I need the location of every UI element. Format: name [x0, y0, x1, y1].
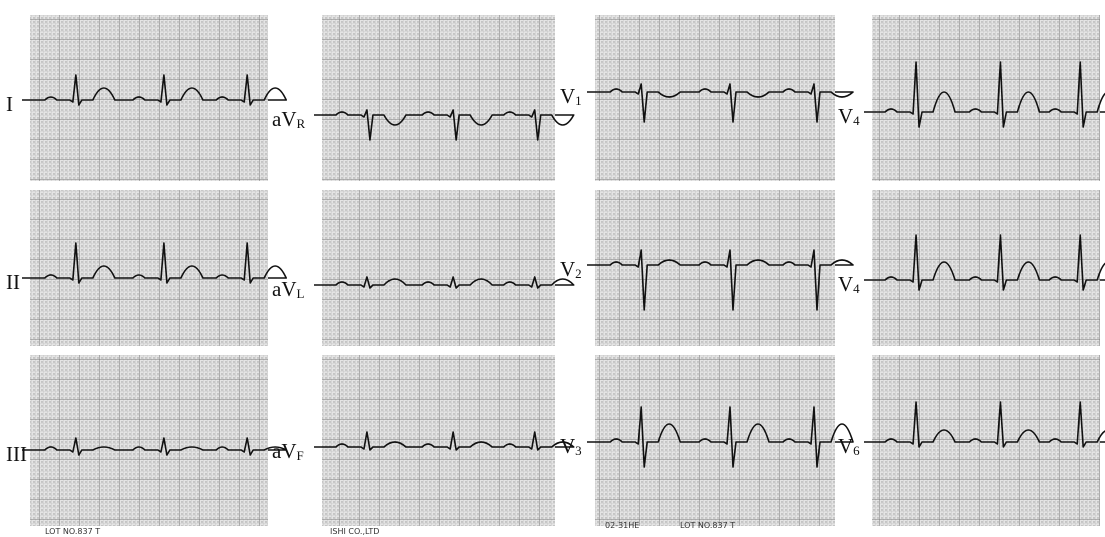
lead-name: aV — [272, 277, 297, 301]
grid-paper — [322, 190, 555, 346]
lead-name: I — [6, 92, 13, 116]
ecg-sheet: IIIIIIaVRaVLaVFV1V2V3V4V4V6LOT NO.837 TI… — [0, 0, 1105, 537]
lead-name: II — [6, 270, 20, 294]
footer-text: LOT NO.837 T — [680, 521, 735, 530]
grid-paper — [872, 15, 1100, 181]
lead-label: I — [6, 92, 13, 116]
lead-name: V — [560, 257, 575, 281]
lead-subscript: 1 — [575, 93, 582, 108]
lead-label: III — [6, 442, 27, 466]
lead-name: V — [560, 434, 575, 458]
lead-label: II — [6, 270, 20, 294]
lead-name: V — [838, 434, 853, 458]
grid-paper — [30, 355, 268, 526]
grid-paper — [595, 190, 835, 346]
lead-name: V — [838, 272, 853, 296]
lead-name: V — [560, 84, 575, 108]
lead-subscript: 2 — [575, 266, 582, 281]
footer-text: LOT NO.837 T — [45, 527, 100, 536]
grid-paper — [322, 355, 555, 526]
lead-subscript: 6 — [853, 443, 860, 458]
grid-paper — [595, 355, 835, 526]
grid-paper — [595, 15, 835, 181]
lead-name: aV — [272, 439, 297, 463]
footer-text: 02-31HE — [605, 521, 639, 530]
lead-subscript: 3 — [575, 443, 582, 458]
lead-subscript: 4 — [853, 281, 860, 296]
lead-name: aV — [272, 107, 297, 131]
grid-paper — [872, 355, 1100, 526]
page: {"leads": [ {"main": "I"}, {"main": "II"… — [0, 0, 1105, 537]
grid-paper — [30, 15, 268, 181]
lead-subscript: F — [297, 448, 304, 463]
footer-text: ISHI CO.,LTD — [330, 527, 379, 536]
lead-subscript: L — [297, 286, 305, 301]
lead-subscript: R — [297, 116, 306, 131]
lead-name: V — [838, 104, 853, 128]
grid-paper — [30, 190, 268, 346]
lead-name: III — [6, 442, 27, 466]
grid-paper — [322, 15, 555, 181]
lead-subscript: 4 — [853, 113, 860, 128]
grid-paper — [872, 190, 1100, 346]
